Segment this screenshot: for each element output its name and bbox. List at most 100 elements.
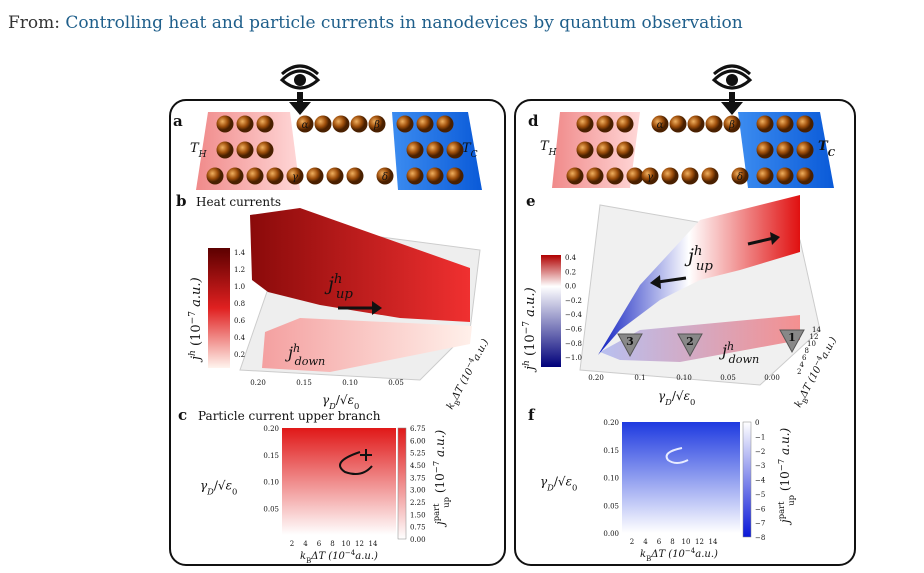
eye-lash — [281, 64, 319, 76]
site — [776, 141, 794, 159]
site — [687, 115, 705, 133]
label: Particle current upper branch — [198, 409, 381, 423]
site — [446, 141, 464, 159]
label-part: part — [776, 501, 786, 519]
label: 0.4 — [565, 254, 577, 262]
label: 0.8 — [234, 300, 245, 308]
label-part: ε — [226, 479, 232, 493]
label-part: j — [523, 366, 538, 373]
label-part: D — [328, 401, 336, 411]
label: 0.4 — [234, 334, 246, 342]
label: 2.25 — [410, 499, 426, 507]
label: 10 — [807, 340, 816, 348]
label-part: B — [453, 399, 462, 407]
label: γ — [292, 172, 298, 183]
header: From: Controlling heat and particle curr… — [8, 13, 743, 33]
label: 0.10 — [263, 479, 279, 487]
site — [296, 115, 314, 133]
site — [776, 115, 794, 133]
plus — [360, 449, 372, 461]
label: 4 — [643, 538, 648, 546]
arrow-shaft — [729, 92, 735, 104]
label-part: C — [828, 148, 836, 159]
surface-up — [598, 195, 800, 355]
label: 0.1 — [634, 374, 645, 382]
label: d — [528, 112, 539, 130]
label-part: ε — [348, 393, 354, 407]
label-part: B — [801, 397, 810, 405]
label: 1.2 — [234, 266, 245, 274]
label: 0 — [755, 419, 759, 427]
label: 0.15 — [263, 452, 279, 460]
label: −0.4 — [565, 311, 583, 319]
article-link[interactable]: Controlling heat and particle currents i… — [65, 13, 743, 33]
label: −3 — [755, 462, 765, 470]
arrow-head — [770, 232, 780, 245]
heatmap — [282, 428, 396, 535]
label: 6.00 — [410, 437, 426, 445]
label: −1 — [755, 433, 765, 441]
site — [796, 115, 814, 133]
label: 4 — [303, 540, 308, 548]
colorbar — [541, 255, 561, 367]
label-part: T — [190, 141, 200, 156]
label: 2 — [630, 538, 634, 546]
label: 0.20 — [263, 425, 279, 433]
label: 3.75 — [410, 474, 426, 482]
label: b — [176, 192, 187, 210]
label: −0.8 — [565, 340, 582, 348]
label: γ — [647, 172, 653, 183]
label: −4 — [755, 477, 766, 485]
site — [616, 141, 634, 159]
label-part: j — [719, 341, 727, 360]
label: 0.20 — [603, 419, 619, 427]
site — [314, 115, 332, 133]
site — [236, 141, 254, 159]
label: jh down — [719, 340, 759, 366]
label: jh (10−7 a.u.) — [522, 287, 538, 373]
label: α — [302, 120, 309, 131]
arrow-head — [721, 102, 743, 115]
label-part: ΔT (10 — [798, 364, 824, 400]
label-part: h — [334, 272, 343, 287]
site — [406, 141, 424, 159]
label-part: −4 — [685, 547, 696, 555]
label: 0.2 — [234, 351, 245, 359]
label: 2 — [686, 335, 694, 348]
site — [651, 115, 669, 133]
label-part: T — [818, 139, 829, 154]
site — [246, 167, 264, 185]
site — [705, 115, 723, 133]
label-part: k — [445, 401, 458, 412]
label-part: a.u.) — [189, 277, 204, 311]
label: 0.05 — [603, 502, 619, 510]
label: 8 — [805, 347, 809, 355]
label: 6 — [657, 538, 662, 546]
label-part: −7 — [522, 321, 532, 335]
label-part: h — [293, 342, 300, 355]
label: −8 — [755, 534, 765, 542]
label: γD/√ε0 — [658, 389, 695, 407]
label: 10 — [682, 538, 691, 546]
label: 0.05 — [263, 505, 279, 513]
label-part: 0 — [354, 401, 359, 411]
label-part: /√ — [554, 475, 566, 489]
site — [596, 115, 614, 133]
label: −0.6 — [565, 326, 583, 334]
label-part: ΔT (10 — [650, 549, 685, 560]
panel-frame — [169, 99, 506, 566]
heatmap — [622, 422, 740, 533]
label-part: H — [548, 148, 558, 158]
label: 0.2 — [565, 268, 576, 276]
site — [576, 115, 594, 133]
label: 14 — [709, 538, 718, 546]
label: 5.25 — [410, 450, 426, 458]
site — [406, 167, 424, 185]
label-part: D — [546, 483, 554, 493]
arrow-shaft — [297, 92, 303, 104]
label: c — [178, 406, 187, 424]
label-part: k — [640, 549, 646, 560]
label-part: −7 — [188, 311, 198, 325]
arrow — [747, 236, 775, 246]
